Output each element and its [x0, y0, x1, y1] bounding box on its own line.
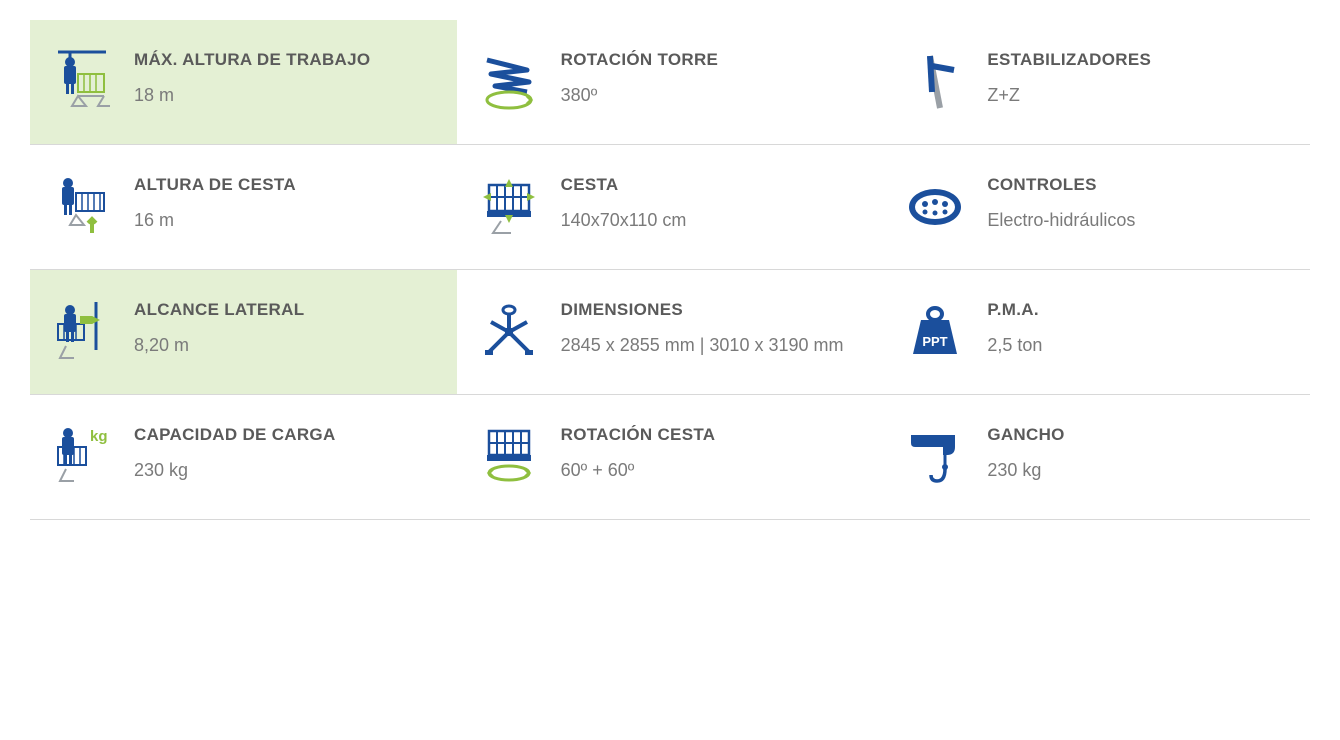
- spec-text: ALTURA DE CESTA 16 m: [134, 173, 296, 236]
- spec-cell: CESTA 140x70x110 cm: [457, 145, 884, 269]
- spec-label: CAPACIDAD DE CARGA: [134, 425, 336, 445]
- controls-icon: [901, 173, 969, 241]
- spec-text: CESTA 140x70x110 cm: [561, 173, 687, 236]
- spec-value: 60º + 60º: [561, 455, 716, 486]
- basket-rotation-icon: [475, 423, 543, 491]
- spec-label: P.M.A.: [987, 300, 1042, 320]
- dimensions-icon: [475, 298, 543, 366]
- spec-value: Z+Z: [987, 80, 1151, 111]
- spec-cell: ALTURA DE CESTA 16 m: [30, 145, 457, 269]
- spec-cell: GANCHO 230 kg: [883, 395, 1310, 519]
- spec-value: 16 m: [134, 205, 296, 236]
- spec-label: CESTA: [561, 175, 687, 195]
- spec-label: DIMENSIONES: [561, 300, 844, 320]
- spec-cell: ROTACIÓN CESTA 60º + 60º: [457, 395, 884, 519]
- spec-value: 380º: [561, 80, 719, 111]
- hook-icon: [901, 423, 969, 491]
- spec-cell: MÁX. ALTURA DE TRABAJO 18 m: [30, 20, 457, 144]
- spec-label: ROTACIÓN CESTA: [561, 425, 716, 445]
- spec-label: ROTACIÓN TORRE: [561, 50, 719, 70]
- spec-text: CONTROLES Electro-hidráulicos: [987, 173, 1135, 236]
- spec-value: Electro-hidráulicos: [987, 205, 1135, 236]
- spec-label: CONTROLES: [987, 175, 1135, 195]
- spec-label: MÁX. ALTURA DE TRABAJO: [134, 50, 370, 70]
- spec-cell: ESTABILIZADORES Z+Z: [883, 20, 1310, 144]
- load-capacity-icon: kg: [48, 423, 116, 491]
- spec-text: CAPACIDAD DE CARGA 230 kg: [134, 423, 336, 486]
- specs-row: ALTURA DE CESTA 16 m: [30, 145, 1310, 270]
- basket-height-icon: [48, 173, 116, 241]
- tower-rotation-icon: [475, 48, 543, 116]
- specs-row: kg CAPACIDAD DE CARGA 230 kg: [30, 395, 1310, 520]
- spec-text: MÁX. ALTURA DE TRABAJO 18 m: [134, 48, 370, 111]
- spec-text: P.M.A. 2,5 ton: [987, 298, 1042, 361]
- spec-cell: kg CAPACIDAD DE CARGA 230 kg: [30, 395, 457, 519]
- spec-cell: ROTACIÓN TORRE 380º: [457, 20, 884, 144]
- spec-label: ALCANCE LATERAL: [134, 300, 304, 320]
- spec-value: 8,20 m: [134, 330, 304, 361]
- svg-text:kg: kg: [90, 428, 108, 445]
- spec-text: GANCHO 230 kg: [987, 423, 1064, 486]
- svg-text:PPT: PPT: [923, 334, 948, 349]
- spec-cell: CONTROLES Electro-hidráulicos: [883, 145, 1310, 269]
- spec-label: GANCHO: [987, 425, 1064, 445]
- pma-icon: PPT: [901, 298, 969, 366]
- lateral-reach-icon: [48, 298, 116, 366]
- basket-icon: [475, 173, 543, 241]
- spec-value: 18 m: [134, 80, 370, 111]
- spec-label: ESTABILIZADORES: [987, 50, 1151, 70]
- specs-row: MÁX. ALTURA DE TRABAJO 18 m ROTACIÓN TOR…: [30, 20, 1310, 145]
- stabilizers-icon: [901, 48, 969, 116]
- spec-cell: ALCANCE LATERAL 8,20 m: [30, 270, 457, 394]
- spec-value: 2845 x 2855 mm | 3010 x 3190 mm: [561, 330, 844, 361]
- spec-value: 230 kg: [134, 455, 336, 486]
- spec-text: ALCANCE LATERAL 8,20 m: [134, 298, 304, 361]
- spec-label: ALTURA DE CESTA: [134, 175, 296, 195]
- spec-cell: DIMENSIONES 2845 x 2855 mm | 3010 x 3190…: [457, 270, 884, 394]
- spec-text: ROTACIÓN CESTA 60º + 60º: [561, 423, 716, 486]
- spec-value: 2,5 ton: [987, 330, 1042, 361]
- spec-cell: PPT P.M.A. 2,5 ton: [883, 270, 1310, 394]
- spec-text: ROTACIÓN TORRE 380º: [561, 48, 719, 111]
- spec-value: 140x70x110 cm: [561, 205, 687, 236]
- max-height-icon: [48, 48, 116, 116]
- spec-text: DIMENSIONES 2845 x 2855 mm | 3010 x 3190…: [561, 298, 844, 361]
- spec-text: ESTABILIZADORES Z+Z: [987, 48, 1151, 111]
- spec-value: 230 kg: [987, 455, 1064, 486]
- specs-row: ALCANCE LATERAL 8,20 m DIMENS: [30, 270, 1310, 395]
- specs-table: MÁX. ALTURA DE TRABAJO 18 m ROTACIÓN TOR…: [30, 20, 1310, 520]
